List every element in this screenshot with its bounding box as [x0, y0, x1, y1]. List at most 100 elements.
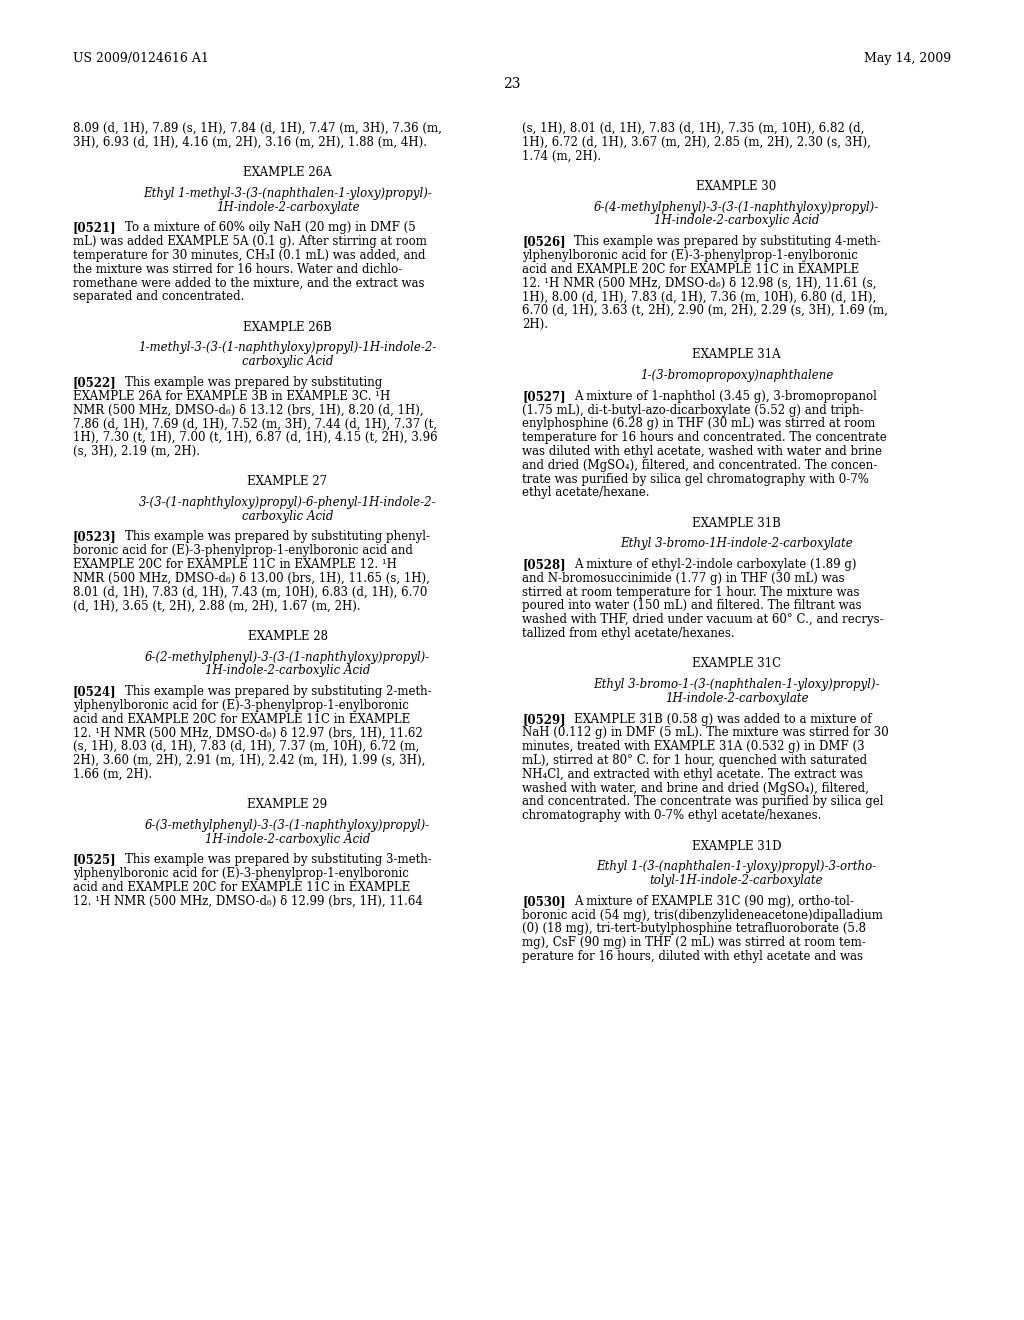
Text: carboxylic Acid: carboxylic Acid [242, 510, 333, 523]
Text: EXAMPLE 20C for EXAMPLE 11C in EXAMPLE 12. ¹H: EXAMPLE 20C for EXAMPLE 11C in EXAMPLE 1… [73, 558, 397, 572]
Text: EXAMPLE 28: EXAMPLE 28 [248, 630, 328, 643]
Text: mL) was added EXAMPLE 5A (0.1 g). After stirring at room: mL) was added EXAMPLE 5A (0.1 g). After … [73, 235, 427, 248]
Text: 12. ¹H NMR (500 MHz, DMSO-d₆) δ 12.98 (s, 1H), 11.61 (s,: 12. ¹H NMR (500 MHz, DMSO-d₆) δ 12.98 (s… [522, 277, 877, 289]
Text: and dried (MgSO₄), filtered, and concentrated. The concen-: and dried (MgSO₄), filtered, and concent… [522, 459, 878, 471]
Text: EXAMPLE 26A: EXAMPLE 26A [243, 166, 332, 180]
Text: minutes, treated with EXAMPLE 31A (0.532 g) in DMF (3: minutes, treated with EXAMPLE 31A (0.532… [522, 741, 864, 754]
Text: This example was prepared by substituting: This example was prepared by substitutin… [125, 376, 382, 389]
Text: 3-(3-(1-naphthyloxy)propyl)-6-phenyl-1H-indole-2-: 3-(3-(1-naphthyloxy)propyl)-6-phenyl-1H-… [138, 496, 436, 510]
Text: 6.70 (d, 1H), 3.63 (t, 2H), 2.90 (m, 2H), 2.29 (s, 3H), 1.69 (m,: 6.70 (d, 1H), 3.63 (t, 2H), 2.90 (m, 2H)… [522, 304, 888, 317]
Text: acid and EXAMPLE 20C for EXAMPLE 11C in EXAMPLE: acid and EXAMPLE 20C for EXAMPLE 11C in … [522, 263, 859, 276]
Text: 6-(4-methylphenyl)-3-(3-(1-naphthyloxy)propyl)-: 6-(4-methylphenyl)-3-(3-(1-naphthyloxy)p… [594, 201, 880, 214]
Text: 2H), 3.60 (m, 2H), 2.91 (m, 1H), 2.42 (m, 1H), 1.99 (s, 3H),: 2H), 3.60 (m, 2H), 2.91 (m, 1H), 2.42 (m… [73, 754, 425, 767]
Text: (s, 3H), 2.19 (m, 2H).: (s, 3H), 2.19 (m, 2H). [73, 445, 200, 458]
Text: (s, 1H), 8.03 (d, 1H), 7.83 (d, 1H), 7.37 (m, 10H), 6.72 (m,: (s, 1H), 8.03 (d, 1H), 7.83 (d, 1H), 7.3… [73, 741, 419, 754]
Text: ethyl acetate/hexane.: ethyl acetate/hexane. [522, 486, 649, 499]
Text: tallized from ethyl acetate/hexanes.: tallized from ethyl acetate/hexanes. [522, 627, 734, 640]
Text: enylphosphine (6.28 g) in THF (30 mL) was stirred at room: enylphosphine (6.28 g) in THF (30 mL) wa… [522, 417, 876, 430]
Text: 8.09 (d, 1H), 7.89 (s, 1H), 7.84 (d, 1H), 7.47 (m, 3H), 7.36 (m,: 8.09 (d, 1H), 7.89 (s, 1H), 7.84 (d, 1H)… [73, 121, 442, 135]
Text: NaH (0.112 g) in DMF (5 mL). The mixture was stirred for 30: NaH (0.112 g) in DMF (5 mL). The mixture… [522, 726, 889, 739]
Text: 1-methyl-3-(3-(1-naphthyloxy)propyl)-1H-indole-2-: 1-methyl-3-(3-(1-naphthyloxy)propyl)-1H-… [138, 342, 436, 355]
Text: This example was prepared by substituting 4-meth-: This example was prepared by substitutin… [574, 235, 881, 248]
Text: 1H-indole-2-carboxylic Acid: 1H-indole-2-carboxylic Acid [653, 214, 819, 227]
Text: [0527]: [0527] [522, 389, 565, 403]
Text: and N-bromosuccinimide (1.77 g) in THF (30 mL) was: and N-bromosuccinimide (1.77 g) in THF (… [522, 572, 845, 585]
Text: trate was purified by silica gel chromatography with 0-7%: trate was purified by silica gel chromat… [522, 473, 869, 486]
Text: 8.01 (d, 1H), 7.83 (d, 1H), 7.43 (m, 10H), 6.83 (d, 1H), 6.70: 8.01 (d, 1H), 7.83 (d, 1H), 7.43 (m, 10H… [73, 586, 427, 599]
Text: [0526]: [0526] [522, 235, 565, 248]
Text: 1H-indole-2-carboxylate: 1H-indole-2-carboxylate [216, 201, 359, 214]
Text: 7.86 (d, 1H), 7.69 (d, 1H), 7.52 (m, 3H), 7.44 (d, 1H), 7.37 (t,: 7.86 (d, 1H), 7.69 (d, 1H), 7.52 (m, 3H)… [73, 417, 437, 430]
Text: This example was prepared by substituting phenyl-: This example was prepared by substitutin… [125, 531, 430, 544]
Text: EXAMPLE 31A: EXAMPLE 31A [692, 348, 781, 362]
Text: 1H-indole-2-carboxylic Acid: 1H-indole-2-carboxylic Acid [205, 664, 371, 677]
Text: chromatography with 0-7% ethyl acetate/hexanes.: chromatography with 0-7% ethyl acetate/h… [522, 809, 821, 822]
Text: EXAMPLE 26B: EXAMPLE 26B [243, 321, 332, 334]
Text: Ethyl 3-bromo-1-(3-(naphthalen-1-yloxy)propyl)-: Ethyl 3-bromo-1-(3-(naphthalen-1-yloxy)p… [593, 678, 880, 692]
Text: washed with THF, dried under vacuum at 60° C., and recrys-: washed with THF, dried under vacuum at 6… [522, 614, 884, 626]
Text: (0) (18 mg), tri-tert-butylphosphine tetrafluoroborate (5.8: (0) (18 mg), tri-tert-butylphosphine tet… [522, 923, 866, 936]
Text: temperature for 30 minutes, CH₃I (0.1 mL) was added, and: temperature for 30 minutes, CH₃I (0.1 mL… [73, 249, 426, 261]
Text: 23: 23 [503, 77, 521, 91]
Text: boronic acid for (E)-3-phenylprop-1-enylboronic acid and: boronic acid for (E)-3-phenylprop-1-enyl… [73, 544, 413, 557]
Text: acid and EXAMPLE 20C for EXAMPLE 11C in EXAMPLE: acid and EXAMPLE 20C for EXAMPLE 11C in … [73, 713, 411, 726]
Text: EXAMPLE 31B (0.58 g) was added to a mixture of: EXAMPLE 31B (0.58 g) was added to a mixt… [574, 713, 871, 726]
Text: the mixture was stirred for 16 hours. Water and dichlo-: the mixture was stirred for 16 hours. Wa… [73, 263, 402, 276]
Text: 1H), 6.72 (d, 1H), 3.67 (m, 2H), 2.85 (m, 2H), 2.30 (s, 3H),: 1H), 6.72 (d, 1H), 3.67 (m, 2H), 2.85 (m… [522, 136, 870, 149]
Text: [0523]: [0523] [73, 531, 117, 544]
Text: EXAMPLE 26A for EXAMPLE 3B in EXAMPLE 3C. ¹H: EXAMPLE 26A for EXAMPLE 3B in EXAMPLE 3C… [73, 389, 390, 403]
Text: 12. ¹H NMR (500 MHz, DMSO-d₆) δ 12.97 (brs, 1H), 11.62: 12. ¹H NMR (500 MHz, DMSO-d₆) δ 12.97 (b… [73, 726, 423, 739]
Text: 1H-indole-2-carboxylate: 1H-indole-2-carboxylate [665, 692, 808, 705]
Text: stirred at room temperature for 1 hour. The mixture was: stirred at room temperature for 1 hour. … [522, 586, 859, 599]
Text: ylphenylboronic acid for (E)-3-phenylprop-1-enylboronic: ylphenylboronic acid for (E)-3-phenylpro… [73, 867, 409, 880]
Text: NMR (500 MHz, DMSO-d₆) δ 13.12 (brs, 1H), 8.20 (d, 1H),: NMR (500 MHz, DMSO-d₆) δ 13.12 (brs, 1H)… [73, 404, 424, 417]
Text: tolyl-1H-indole-2-carboxylate: tolyl-1H-indole-2-carboxylate [649, 874, 823, 887]
Text: [0522]: [0522] [73, 376, 117, 389]
Text: [0524]: [0524] [73, 685, 117, 698]
Text: [0529]: [0529] [522, 713, 565, 726]
Text: NMR (500 MHz, DMSO-d₆) δ 13.00 (brs, 1H), 11.65 (s, 1H),: NMR (500 MHz, DMSO-d₆) δ 13.00 (brs, 1H)… [73, 572, 430, 585]
Text: ylphenylboronic acid for (E)-3-phenylprop-1-enylboronic: ylphenylboronic acid for (E)-3-phenylpro… [522, 249, 858, 261]
Text: acid and EXAMPLE 20C for EXAMPLE 11C in EXAMPLE: acid and EXAMPLE 20C for EXAMPLE 11C in … [73, 880, 411, 894]
Text: was diluted with ethyl acetate, washed with water and brine: was diluted with ethyl acetate, washed w… [522, 445, 882, 458]
Text: perature for 16 hours, diluted with ethyl acetate and was: perature for 16 hours, diluted with ethy… [522, 950, 863, 964]
Text: [0525]: [0525] [73, 854, 117, 866]
Text: EXAMPLE 27: EXAMPLE 27 [248, 475, 328, 488]
Text: A mixture of 1-naphthol (3.45 g), 3-bromopropanol: A mixture of 1-naphthol (3.45 g), 3-brom… [574, 389, 877, 403]
Text: romethane were added to the mixture, and the extract was: romethane were added to the mixture, and… [73, 277, 425, 289]
Text: (1.75 mL), di-t-butyl-azo-dicarboxylate (5.52 g) and triph-: (1.75 mL), di-t-butyl-azo-dicarboxylate … [522, 404, 863, 417]
Text: washed with water, and brine and dried (MgSO₄), filtered,: washed with water, and brine and dried (… [522, 781, 869, 795]
Text: [0528]: [0528] [522, 558, 565, 572]
Text: 1.66 (m, 2H).: 1.66 (m, 2H). [73, 768, 153, 781]
Text: 1H), 8.00 (d, 1H), 7.83 (d, 1H), 7.36 (m, 10H), 6.80 (d, 1H),: 1H), 8.00 (d, 1H), 7.83 (d, 1H), 7.36 (m… [522, 290, 877, 304]
Text: carboxylic Acid: carboxylic Acid [242, 355, 333, 368]
Text: 3H), 6.93 (d, 1H), 4.16 (m, 2H), 3.16 (m, 2H), 1.88 (m, 4H).: 3H), 6.93 (d, 1H), 4.16 (m, 2H), 3.16 (m… [73, 136, 427, 149]
Text: 1-(3-bromopropoxy)naphthalene: 1-(3-bromopropoxy)naphthalene [640, 370, 834, 381]
Text: EXAMPLE 29: EXAMPLE 29 [248, 799, 328, 812]
Text: ylphenylboronic acid for (E)-3-phenylprop-1-enylboronic: ylphenylboronic acid for (E)-3-phenylpro… [73, 698, 409, 711]
Text: (s, 1H), 8.01 (d, 1H), 7.83 (d, 1H), 7.35 (m, 10H), 6.82 (d,: (s, 1H), 8.01 (d, 1H), 7.83 (d, 1H), 7.3… [522, 121, 864, 135]
Text: This example was prepared by substituting 3-meth-: This example was prepared by substitutin… [125, 854, 432, 866]
Text: 12. ¹H NMR (500 MHz, DMSO-d₆) δ 12.99 (brs, 1H), 11.64: 12. ¹H NMR (500 MHz, DMSO-d₆) δ 12.99 (b… [73, 895, 423, 908]
Text: NH₄Cl, and extracted with ethyl acetate. The extract was: NH₄Cl, and extracted with ethyl acetate.… [522, 768, 863, 781]
Text: To a mixture of 60% oily NaH (20 mg) in DMF (5: To a mixture of 60% oily NaH (20 mg) in … [125, 222, 416, 235]
Text: separated and concentrated.: separated and concentrated. [73, 290, 245, 304]
Text: Ethyl 3-bromo-1H-indole-2-carboxylate: Ethyl 3-bromo-1H-indole-2-carboxylate [621, 537, 853, 550]
Text: 1H-indole-2-carboxylic Acid: 1H-indole-2-carboxylic Acid [205, 833, 371, 846]
Text: mg), CsF (90 mg) in THF (2 mL) was stirred at room tem-: mg), CsF (90 mg) in THF (2 mL) was stirr… [522, 936, 865, 949]
Text: Ethyl 1-methyl-3-(3-(naphthalen-1-yloxy)propyl)-: Ethyl 1-methyl-3-(3-(naphthalen-1-yloxy)… [143, 187, 432, 199]
Text: [0521]: [0521] [73, 222, 117, 235]
Text: EXAMPLE 30: EXAMPLE 30 [696, 180, 776, 193]
Text: [0530]: [0530] [522, 895, 565, 908]
Text: 1H), 7.30 (t, 1H), 7.00 (t, 1H), 6.87 (d, 1H), 4.15 (t, 2H), 3.96: 1H), 7.30 (t, 1H), 7.00 (t, 1H), 6.87 (d… [73, 432, 437, 444]
Text: A mixture of ethyl-2-indole carboxylate (1.89 g): A mixture of ethyl-2-indole carboxylate … [574, 558, 856, 572]
Text: US 2009/0124616 A1: US 2009/0124616 A1 [73, 51, 209, 65]
Text: mL), stirred at 80° C. for 1 hour, quenched with saturated: mL), stirred at 80° C. for 1 hour, quenc… [522, 754, 867, 767]
Text: This example was prepared by substituting 2-meth-: This example was prepared by substitutin… [125, 685, 432, 698]
Text: EXAMPLE 31C: EXAMPLE 31C [692, 657, 781, 671]
Text: (d, 1H), 3.65 (t, 2H), 2.88 (m, 2H), 1.67 (m, 2H).: (d, 1H), 3.65 (t, 2H), 2.88 (m, 2H), 1.6… [73, 599, 360, 612]
Text: EXAMPLE 31B: EXAMPLE 31B [692, 516, 781, 529]
Text: May 14, 2009: May 14, 2009 [864, 51, 951, 65]
Text: boronic acid (54 mg), tris(dibenzylideneacetone)dipalladium: boronic acid (54 mg), tris(dibenzylidene… [522, 908, 883, 921]
Text: 6-(2-methylphenyl)-3-(3-(1-naphthyloxy)propyl)-: 6-(2-methylphenyl)-3-(3-(1-naphthyloxy)p… [144, 651, 430, 664]
